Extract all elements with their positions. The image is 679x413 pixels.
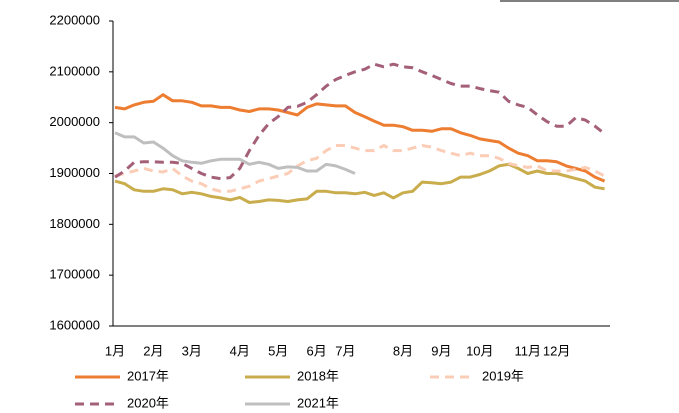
series-line bbox=[114, 162, 605, 204]
x-tick-label: 1月 bbox=[105, 343, 125, 358]
y-tick-label: 1700000 bbox=[49, 267, 100, 282]
series-line bbox=[114, 131, 356, 175]
x-tick-label: 3月 bbox=[182, 343, 202, 358]
x-tick-label: 4月 bbox=[230, 343, 250, 358]
x-tick-label: 7月 bbox=[335, 343, 355, 358]
x-tick-label: 12月 bbox=[543, 343, 570, 358]
y-tick-label: 2000000 bbox=[49, 114, 100, 129]
y-tick-label: 2100000 bbox=[49, 63, 100, 78]
y-tick-label: 1600000 bbox=[49, 317, 100, 332]
legend-label: 2018年 bbox=[297, 368, 339, 383]
series-line bbox=[114, 93, 606, 183]
x-tick-label: 5月 bbox=[268, 343, 288, 358]
x-tick-label: 6月 bbox=[306, 343, 326, 358]
legend-label: 2020年 bbox=[127, 395, 169, 410]
y-tick-label: 1900000 bbox=[49, 165, 100, 180]
series-line bbox=[114, 62, 606, 181]
y-tick-label: 1800000 bbox=[49, 216, 100, 231]
x-tick-label: 10月 bbox=[466, 343, 493, 358]
x-tick-label: 2月 bbox=[143, 343, 163, 358]
legend-label: 2021年 bbox=[297, 395, 339, 410]
x-tick-label: 8月 bbox=[393, 343, 413, 358]
legend-label: 2019年 bbox=[482, 368, 524, 383]
x-tick-label: 11月 bbox=[515, 343, 542, 358]
y-tick-label: 2200000 bbox=[49, 12, 100, 27]
x-tick-label: 9月 bbox=[431, 343, 451, 358]
legend-label: 2017年 bbox=[127, 368, 169, 383]
series-line bbox=[114, 144, 606, 193]
